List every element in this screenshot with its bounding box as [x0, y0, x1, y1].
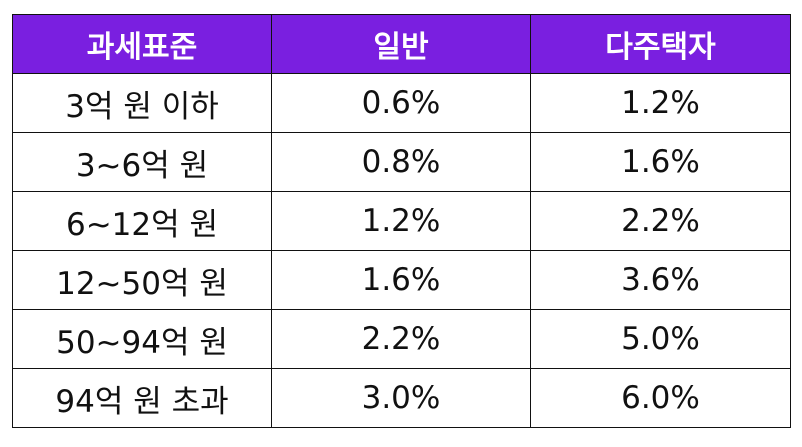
cell-general-rate: 1.2%	[271, 191, 531, 251]
table-row: 3~6억 원 0.8% 1.6%	[12, 132, 791, 192]
cell-general-rate: 0.6%	[271, 73, 531, 133]
cell-general-rate: 3.0%	[271, 368, 531, 428]
cell-tax-base: 3억 원 이하	[12, 73, 272, 133]
cell-general-rate: 2.2%	[271, 309, 531, 369]
cell-multi-home-rate: 5.0%	[530, 309, 791, 369]
cell-tax-base: 50~94억 원	[12, 309, 272, 369]
table-row: 12~50억 원 1.6% 3.6%	[12, 250, 791, 310]
header-row: 과세표준 일반 다주택자	[12, 14, 791, 74]
header-multi-home-owner: 다주택자	[530, 14, 791, 74]
cell-tax-base: 94억 원 초과	[12, 368, 272, 428]
cell-general-rate: 0.8%	[271, 132, 531, 192]
cell-multi-home-rate: 1.2%	[530, 73, 791, 133]
header-tax-base: 과세표준	[12, 14, 272, 74]
table-row: 50~94억 원 2.2% 5.0%	[12, 309, 791, 369]
cell-multi-home-rate: 6.0%	[530, 368, 791, 428]
cell-general-rate: 1.6%	[271, 250, 531, 310]
cell-tax-base: 3~6억 원	[12, 132, 272, 192]
cell-tax-base: 12~50억 원	[12, 250, 272, 310]
cell-multi-home-rate: 1.6%	[530, 132, 791, 192]
table-row: 3억 원 이하 0.6% 1.2%	[12, 73, 791, 133]
cell-tax-base: 6~12억 원	[12, 191, 272, 251]
cell-multi-home-rate: 2.2%	[530, 191, 791, 251]
cell-multi-home-rate: 3.6%	[530, 250, 791, 310]
table-row: 94억 원 초과 3.0% 6.0%	[12, 368, 791, 428]
table-row: 6~12억 원 1.2% 2.2%	[12, 191, 791, 251]
tax-rate-table-container: 과세표준 일반 다주택자 3억 원 이하 0.6% 1.2% 3~6억 원 0.…	[12, 14, 791, 428]
tax-rate-table: 과세표준 일반 다주택자 3억 원 이하 0.6% 1.2% 3~6억 원 0.…	[12, 14, 791, 428]
header-general: 일반	[271, 14, 531, 74]
